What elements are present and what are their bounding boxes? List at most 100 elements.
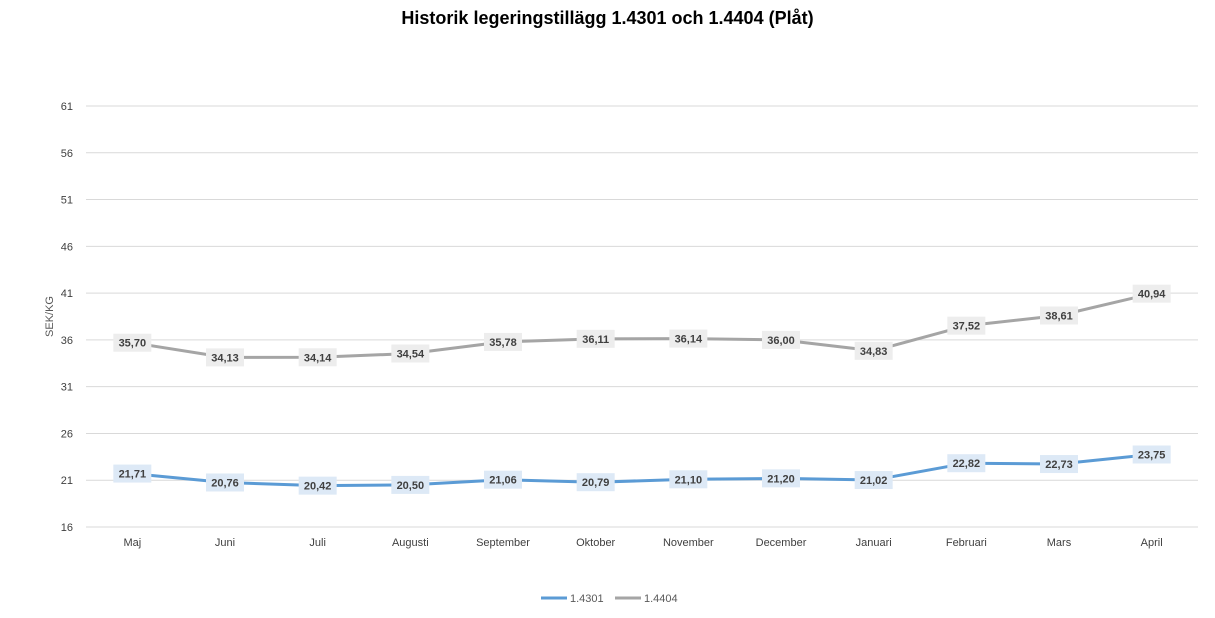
series-group: 21,71 20,76 20,42 20,50 21,06 20,79 21,10 21,20… bbox=[113, 284, 1171, 495]
x-tick-label: Oktober bbox=[576, 537, 615, 549]
data-label-bg bbox=[1132, 284, 1171, 303]
data-label: 40,94 bbox=[1132, 284, 1171, 303]
y-tick-label: 61 bbox=[61, 101, 73, 113]
x-tick-label: Februari bbox=[946, 537, 987, 549]
data-label-bg bbox=[484, 470, 522, 489]
y-tick-label: 26 bbox=[61, 428, 73, 440]
y-tick-label: 36 bbox=[61, 335, 73, 347]
data-label-bg bbox=[854, 471, 893, 490]
data-label-bg bbox=[113, 464, 152, 483]
data-label-bg bbox=[669, 329, 708, 348]
x-tick-label: Januari bbox=[856, 537, 892, 549]
series-1.4404: 35,70 34,13 34,14 34,54 35,78 36,11 36,14 36,00… bbox=[113, 284, 1171, 367]
data-label-bg bbox=[576, 329, 615, 348]
data-label-bg bbox=[762, 469, 800, 488]
data-label: 20,42 bbox=[298, 476, 337, 495]
data-label-text: 34,54 bbox=[397, 349, 425, 361]
data-label-text: 20,76 bbox=[211, 477, 239, 489]
data-label-text: 20,79 bbox=[582, 477, 610, 489]
data-label: 37,52 bbox=[947, 316, 986, 335]
y-tick-label: 16 bbox=[61, 522, 73, 534]
x-axis-ticks: Maj Juni Juli Augusti September Oktober Novemb… bbox=[123, 537, 1162, 549]
y-tick-label: 51 bbox=[61, 195, 73, 207]
legend[interactable]: 1.4301 1.4404 bbox=[541, 593, 678, 605]
data-label-bg bbox=[113, 333, 152, 352]
y-tick-label: 41 bbox=[61, 288, 73, 300]
data-label-text: 40,94 bbox=[1138, 289, 1166, 301]
data-label: 20,79 bbox=[576, 473, 615, 492]
legend-item-1.4301[interactable]: 1.4301 bbox=[541, 593, 604, 605]
data-label: 36,00 bbox=[762, 330, 800, 349]
data-label: 36,14 bbox=[669, 329, 708, 348]
data-label: 21,71 bbox=[113, 464, 152, 483]
series-line bbox=[130, 292, 1154, 359]
data-label-bg bbox=[298, 348, 337, 367]
data-label: 35,70 bbox=[113, 333, 152, 352]
data-label: 34,83 bbox=[854, 341, 893, 360]
data-label-text: 21,20 bbox=[767, 473, 795, 485]
data-label: 34,14 bbox=[298, 348, 337, 367]
x-tick-label: Augusti bbox=[392, 537, 429, 549]
data-label: 21,06 bbox=[484, 470, 522, 489]
data-label: 38,61 bbox=[1040, 306, 1078, 325]
data-label-bg bbox=[391, 344, 430, 363]
data-label-bg bbox=[391, 475, 430, 494]
data-label-text: 34,13 bbox=[211, 352, 239, 364]
data-label: 22,73 bbox=[1040, 455, 1078, 474]
data-label: 34,54 bbox=[391, 344, 430, 363]
chart-title: Historik legeringstillägg 1.4301 och 1.4… bbox=[401, 8, 814, 28]
data-label: 21,02 bbox=[854, 471, 893, 490]
data-label: 21,10 bbox=[669, 470, 708, 489]
data-label-text: 37,52 bbox=[953, 321, 981, 333]
data-label-bg bbox=[206, 473, 244, 492]
data-label-bg bbox=[484, 332, 522, 351]
data-label-text: 34,83 bbox=[860, 346, 888, 358]
data-label-bg bbox=[206, 348, 244, 367]
data-label-bg bbox=[669, 470, 708, 489]
x-tick-label: April bbox=[1141, 537, 1163, 549]
x-tick-label: Mars bbox=[1047, 537, 1072, 549]
y-tick-label: 31 bbox=[61, 382, 73, 394]
y-axis-ticks: 16 21 26 31 36 41 46 51 56 61 bbox=[61, 101, 73, 534]
data-label: 36,11 bbox=[576, 329, 615, 348]
y-axis-title: SEK/KG bbox=[44, 296, 56, 337]
data-label: 21,20 bbox=[762, 469, 800, 488]
data-label-text: 36,00 bbox=[767, 335, 795, 347]
data-label: 20,50 bbox=[391, 475, 430, 494]
x-tick-label: Juni bbox=[215, 537, 235, 549]
data-label-text: 35,78 bbox=[489, 337, 517, 349]
x-tick-label: Juli bbox=[309, 537, 326, 549]
data-label-text: 22,82 bbox=[953, 458, 981, 470]
x-tick-label: September bbox=[476, 537, 530, 549]
y-tick-label: 21 bbox=[61, 475, 73, 487]
y-tick-label: 46 bbox=[61, 241, 73, 253]
x-tick-label: December bbox=[756, 537, 807, 549]
data-label-bg bbox=[1040, 306, 1078, 325]
data-label: 23,75 bbox=[1132, 445, 1171, 464]
legend-label: 1.4404 bbox=[644, 593, 678, 605]
data-label-text: 36,11 bbox=[582, 334, 609, 346]
data-label-bg bbox=[947, 454, 986, 473]
data-label: 22,82 bbox=[947, 454, 986, 473]
data-label: 34,13 bbox=[206, 348, 244, 367]
data-label-text: 20,50 bbox=[397, 480, 425, 492]
legend-item-1.4404[interactable]: 1.4404 bbox=[615, 593, 678, 605]
legend-label: 1.4301 bbox=[570, 593, 604, 605]
data-label-bg bbox=[1132, 445, 1171, 464]
data-label: 20,76 bbox=[206, 473, 244, 492]
x-tick-label: Maj bbox=[123, 537, 141, 549]
y-tick-label: 56 bbox=[61, 148, 73, 160]
data-label-bg bbox=[854, 341, 893, 360]
data-label-text: 36,14 bbox=[675, 334, 703, 346]
data-label-text: 38,61 bbox=[1045, 310, 1073, 322]
data-label-text: 34,14 bbox=[304, 352, 332, 364]
data-label-text: 22,73 bbox=[1045, 459, 1073, 471]
data-label-bg bbox=[1040, 455, 1078, 474]
data-label-bg bbox=[576, 473, 615, 492]
data-label: 35,78 bbox=[484, 332, 522, 351]
data-label-text: 35,70 bbox=[119, 338, 147, 350]
data-label-text: 21,10 bbox=[675, 474, 703, 486]
data-label-text: 20,42 bbox=[304, 481, 332, 493]
data-label-bg bbox=[762, 330, 800, 349]
